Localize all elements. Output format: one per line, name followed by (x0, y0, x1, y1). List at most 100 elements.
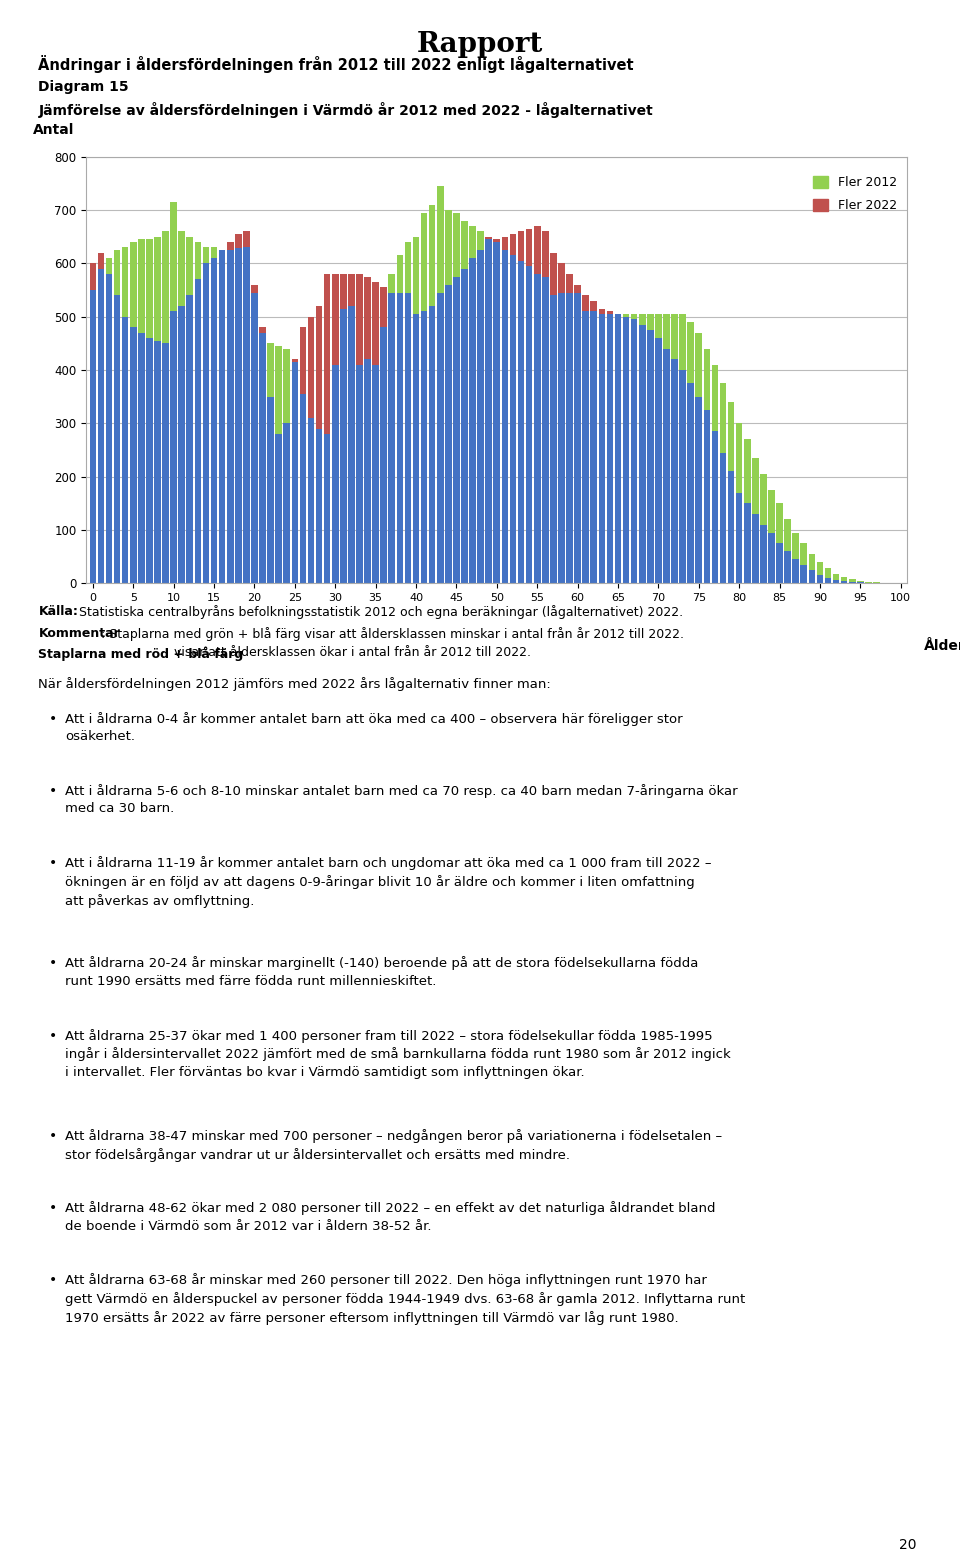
Bar (550, 295, 557, 583)
Bar (276, 347, 282, 434)
Bar (195, 279, 202, 583)
Bar (155, 340, 161, 583)
Bar (574, 285, 581, 293)
Bar (324, 274, 330, 434)
Bar (348, 306, 354, 583)
Bar (526, 229, 533, 267)
Bar (832, 574, 839, 580)
Bar (720, 453, 727, 583)
Bar (372, 365, 379, 583)
Bar (276, 434, 282, 583)
Bar (114, 251, 120, 295)
Bar (825, 568, 831, 579)
Bar (389, 293, 396, 583)
Bar (162, 232, 169, 343)
Bar (590, 301, 597, 312)
Bar (486, 237, 492, 240)
Bar (138, 240, 145, 332)
Bar (695, 397, 702, 583)
Text: Antal: Antal (33, 122, 75, 136)
Bar (574, 293, 581, 583)
Bar (429, 205, 436, 306)
Text: Att åldrarna 38-47 minskar med 700 personer – nedgången beror på variationerna i: Att åldrarna 38-47 minskar med 700 perso… (65, 1129, 723, 1162)
Bar (534, 226, 540, 274)
Bar (486, 240, 492, 583)
Bar (89, 290, 96, 583)
Bar (138, 332, 145, 583)
Bar (114, 295, 120, 583)
Bar (292, 362, 299, 583)
Bar (808, 554, 815, 571)
Bar (259, 328, 266, 332)
Text: •: • (49, 1129, 57, 1143)
Bar (671, 359, 678, 583)
Bar (647, 314, 654, 331)
Bar (283, 348, 290, 423)
Bar (106, 259, 112, 274)
Bar (671, 314, 678, 359)
Bar (583, 295, 589, 312)
Bar (445, 210, 451, 285)
Bar (307, 419, 314, 583)
Bar (98, 252, 105, 268)
Bar (316, 306, 323, 428)
Bar (493, 240, 500, 241)
Text: Statistiska centralbyråns befolkningsstatistik 2012 och egna beräkningar (lågalt: Statistiska centralbyråns befolkningssta… (75, 605, 683, 619)
Bar (534, 274, 540, 583)
Bar (655, 314, 661, 339)
Bar (380, 287, 387, 328)
Bar (445, 285, 451, 583)
Bar (777, 503, 782, 544)
Bar (179, 232, 185, 306)
Text: Att i åldrarna 11-19 år kommer antalet barn och ungdomar att öka med ca 1 000 fr: Att i åldrarna 11-19 år kommer antalet b… (65, 856, 711, 908)
Bar (566, 274, 573, 293)
Bar (356, 365, 363, 583)
Bar (841, 580, 848, 583)
Bar (98, 268, 105, 583)
Bar (292, 359, 299, 362)
Bar (413, 237, 420, 314)
Bar (558, 293, 564, 583)
Bar (332, 274, 339, 365)
Text: •: • (49, 1029, 57, 1043)
Bar (728, 472, 734, 583)
Bar (195, 241, 202, 279)
Bar (235, 248, 242, 583)
Bar (808, 571, 815, 583)
Bar (324, 434, 330, 583)
Bar (130, 328, 136, 583)
Bar (243, 232, 250, 248)
Bar (396, 293, 403, 583)
Bar (469, 226, 476, 259)
Bar (680, 370, 686, 583)
Bar (736, 423, 742, 492)
Bar (510, 234, 516, 256)
Bar (146, 339, 153, 583)
Bar (356, 274, 363, 365)
Bar (267, 343, 274, 397)
Bar (122, 317, 129, 583)
Bar (817, 561, 824, 575)
Text: Att åldrarna 25-37 ökar med 1 400 personer fram till 2022 – stora födelsekullar : Att åldrarna 25-37 ökar med 1 400 person… (65, 1029, 731, 1079)
Bar (663, 348, 670, 583)
Text: •: • (49, 856, 57, 870)
Bar (186, 295, 193, 583)
Bar (259, 332, 266, 583)
Text: Att i åldrarna 5-6 och 8-10 minskar antalet barn med ca 70 resp. ca 40 barn meda: Att i åldrarna 5-6 och 8-10 minskar anta… (65, 784, 738, 815)
Bar (89, 263, 96, 290)
Bar (252, 285, 257, 293)
Bar (477, 232, 484, 251)
Bar (300, 328, 306, 394)
Bar (243, 248, 250, 583)
Bar (857, 580, 864, 582)
Text: Att åldrarna 63-68 år minskar med 260 personer till 2022. Den höga inflyttningen: Att åldrarna 63-68 år minskar med 260 pe… (65, 1273, 746, 1325)
Bar (849, 582, 855, 583)
Bar (300, 394, 306, 583)
Text: Ändringar i åldersfördelningen från 2012 till 2022 enligt lågalternativet: Ändringar i åldersfördelningen från 2012… (38, 55, 634, 72)
Bar (558, 263, 564, 293)
Bar (453, 276, 460, 583)
Bar (752, 514, 758, 583)
Bar (227, 241, 233, 251)
Bar (760, 525, 767, 583)
Bar (639, 325, 645, 583)
